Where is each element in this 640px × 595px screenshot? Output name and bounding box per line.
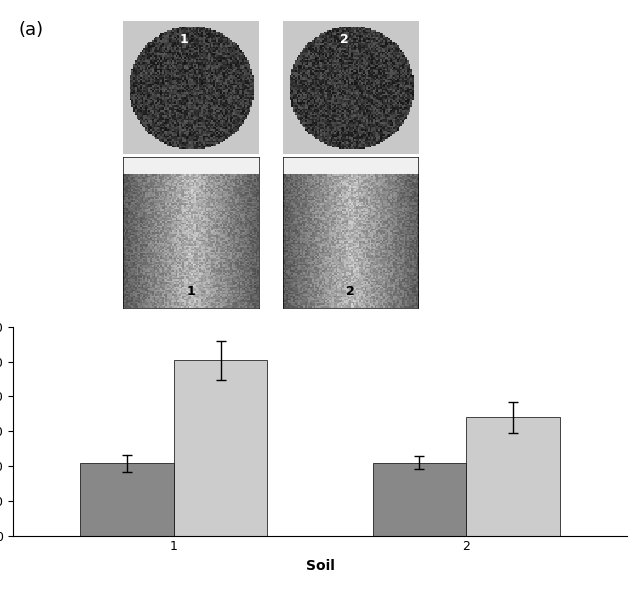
Bar — [80, 464, 173, 536]
Bar — [467, 417, 560, 536]
Bar — [173, 361, 268, 536]
Text: (a): (a) — [19, 21, 44, 39]
X-axis label: Soil: Soil — [305, 559, 335, 573]
Bar — [372, 462, 467, 536]
